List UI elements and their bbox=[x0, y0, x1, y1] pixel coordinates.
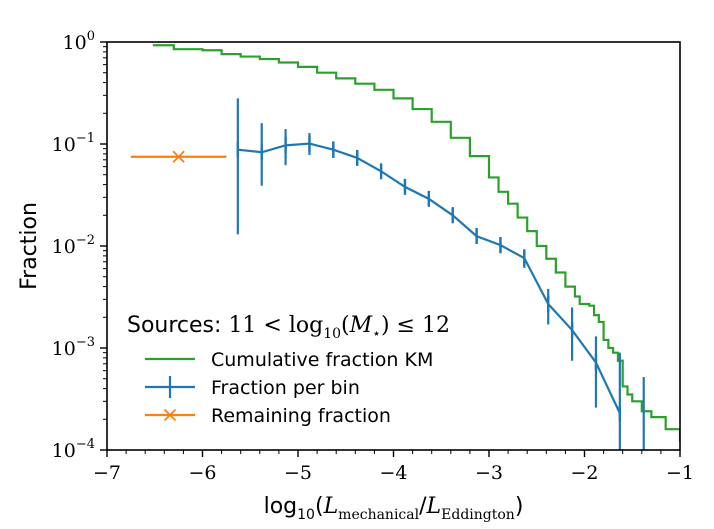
x-tick-label: −4 bbox=[379, 462, 407, 484]
axis-ticks bbox=[100, 41, 681, 457]
x-tick-label: −1 bbox=[666, 462, 694, 484]
legend-swatch-marker bbox=[163, 408, 177, 422]
x-tick-label: −7 bbox=[93, 462, 121, 484]
y-tick-label: 10−1 bbox=[52, 131, 95, 156]
y-axis-title: Fraction bbox=[17, 202, 42, 290]
y-tick-label: 10−2 bbox=[52, 233, 95, 258]
y-tick-label: 100 bbox=[63, 29, 95, 54]
legend-title: Sources: 11 < log10(M⋆) ≤ 12 bbox=[127, 313, 450, 342]
x-tick-label: −2 bbox=[570, 462, 598, 484]
remaining-fraction-marker bbox=[172, 150, 185, 163]
axis-labels: −7 −6 −5 −4 −3 −2 −1 10−4 10−3 10−2 10−1 100 Fractio… bbox=[17, 29, 694, 523]
legend-entry-label: Cumulative fraction KM bbox=[211, 349, 433, 371]
y-tick-label: 10−4 bbox=[52, 437, 95, 462]
x-tick-label: −5 bbox=[284, 462, 312, 484]
legend-entry-label: Fraction per bin bbox=[211, 377, 360, 399]
x-axis-title: log10(Lmechanical/LEddington) bbox=[264, 494, 524, 523]
legend-entry-label: Remaining fraction bbox=[211, 405, 391, 427]
legend: Sources: 11 < log10(M⋆) ≤ 12 Cumulative f… bbox=[127, 313, 450, 427]
x-tick-label: −3 bbox=[475, 462, 503, 484]
plot-frame bbox=[106, 41, 681, 451]
fraction-per-bin-line bbox=[237, 142, 621, 414]
plot-area bbox=[130, 44, 680, 450]
y-tick-label: 10−3 bbox=[52, 335, 95, 360]
x-tick-label: −6 bbox=[188, 462, 216, 484]
plot-series bbox=[130, 44, 680, 450]
